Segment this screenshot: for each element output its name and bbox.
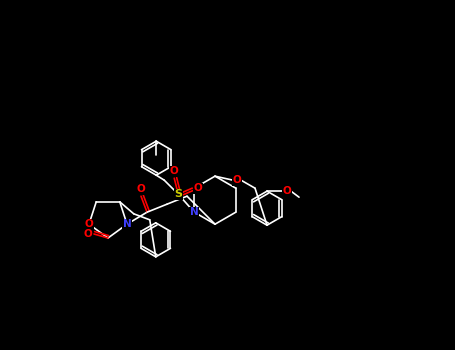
Text: O: O	[194, 183, 202, 193]
Text: N: N	[123, 219, 131, 229]
Text: O: O	[85, 219, 93, 229]
Text: O: O	[84, 229, 92, 239]
Text: S: S	[174, 189, 182, 199]
Text: O: O	[233, 175, 242, 185]
Text: O: O	[136, 184, 146, 194]
Text: O: O	[170, 166, 179, 176]
Text: N: N	[190, 207, 199, 217]
Text: O: O	[283, 186, 291, 196]
